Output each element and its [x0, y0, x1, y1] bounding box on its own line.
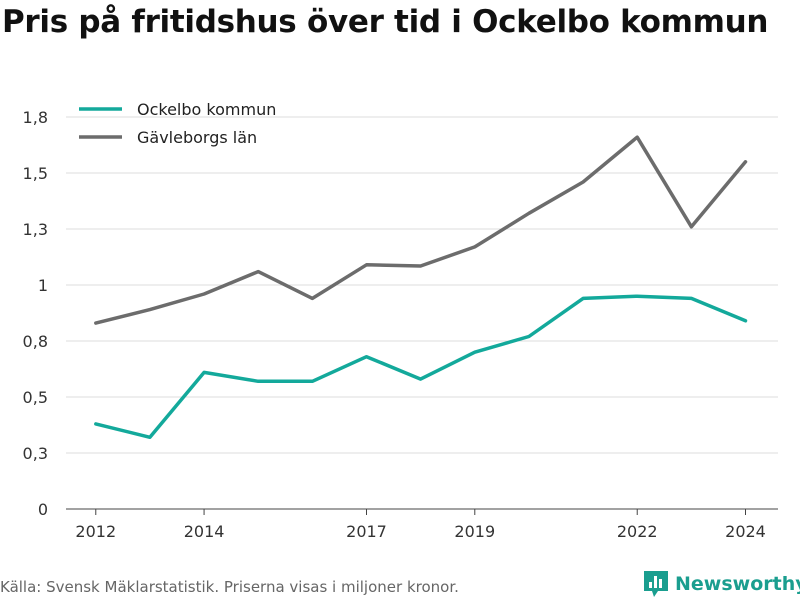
brand-logo: Newsworthy — [643, 570, 800, 598]
x-tick-label: 2024 — [725, 522, 766, 541]
y-tick-label: 1,3 — [23, 220, 48, 239]
y-tick-label: 1,5 — [23, 164, 48, 183]
newsworthy-logo-icon — [644, 571, 668, 597]
y-tick-label: 0 — [38, 500, 48, 519]
series-line-ockelbo — [94, 294, 748, 440]
y-axis-ticks: 0 0,3 0,5 0,8 1 1,3 1,5 1,8 — [23, 108, 48, 519]
series-line-lan — [94, 135, 748, 325]
y-tick-label: 0,3 — [23, 444, 48, 463]
legend: Ockelbo kommun Gävleborgs län — [79, 100, 276, 147]
y-tick-label: 1,8 — [23, 108, 48, 127]
gridlines — [66, 116, 778, 454]
series-lines — [94, 135, 748, 440]
brand-name: Newsworthy — [675, 573, 800, 595]
source-note: Källa: Svensk Mäklarstatistik. Priserna … — [0, 578, 459, 596]
x-tick-label: 2017 — [346, 522, 387, 541]
chart-title: Pris på fritidshus över tid i Ockelbo ko… — [2, 4, 769, 40]
x-axis-ticks: 2012 2014 2017 2019 2022 2024 — [75, 509, 766, 541]
y-tick-label: 1 — [38, 276, 48, 295]
x-tick-label: 2022 — [617, 522, 658, 541]
y-tick-label: 0,5 — [23, 388, 48, 407]
x-tick-label: 2014 — [184, 522, 225, 541]
x-tick-label: 2012 — [75, 522, 116, 541]
legend-label-lan: Gävleborgs län — [137, 128, 257, 147]
legend-label-ockelbo: Ockelbo kommun — [137, 100, 276, 119]
x-tick-label: 2019 — [454, 522, 495, 541]
y-tick-label: 0,8 — [23, 332, 48, 351]
